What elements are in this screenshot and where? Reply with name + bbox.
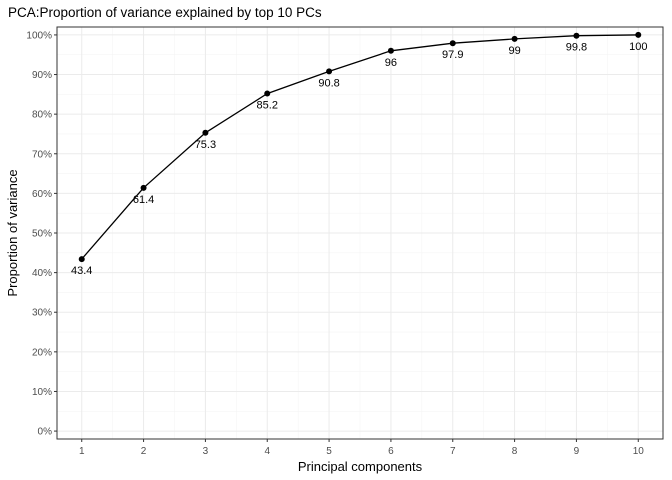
data-point <box>140 184 147 191</box>
data-point <box>511 35 518 42</box>
chart-title: PCA:Proportion of variance explained by … <box>8 5 322 20</box>
data-point <box>78 256 85 263</box>
data-point <box>449 40 456 47</box>
y-tick-label: 10% <box>32 387 52 398</box>
y-tick-label: 60% <box>32 189 52 200</box>
y-axis-title: Proportion of variance <box>5 169 20 296</box>
x-axis: 1 2 3 4 5 6 7 8 9 10 <box>79 439 644 457</box>
y-tick-label: 20% <box>32 347 52 358</box>
data-point <box>635 31 642 38</box>
data-point <box>573 32 580 39</box>
x-axis-title: Principal components <box>298 459 423 474</box>
data-point <box>326 68 333 75</box>
x-tick-label: 8 <box>512 446 518 457</box>
data-point <box>202 129 209 136</box>
series-line <box>81 34 639 260</box>
data-label: 85.2 <box>257 100 278 112</box>
y-tick-label: 80% <box>32 110 52 121</box>
data-label: 43.4 <box>71 265 92 277</box>
y-tick-label: 40% <box>32 268 52 279</box>
data-label: 90.8 <box>318 77 339 89</box>
x-tick-label: 7 <box>450 446 456 457</box>
x-tick-label: 6 <box>388 446 394 457</box>
x-tick-label: 5 <box>326 446 332 457</box>
data-label: 100 <box>629 41 647 53</box>
x-tick-label: 2 <box>141 446 147 457</box>
grid <box>57 27 663 439</box>
y-tick-label: 70% <box>32 149 52 160</box>
data-point <box>387 47 394 54</box>
data-label: 99.8 <box>566 42 587 54</box>
data-label: 75.3 <box>195 139 216 151</box>
y-tick-label: 90% <box>32 70 52 81</box>
x-tick-label: 9 <box>574 446 580 457</box>
y-tick-label: 30% <box>32 308 52 319</box>
x-tick-label: 10 <box>633 446 645 457</box>
x-tick-label: 3 <box>203 446 209 457</box>
y-tick-label: 0% <box>38 427 53 438</box>
x-tick-label: 1 <box>79 446 85 457</box>
y-tick-label: 50% <box>32 229 52 240</box>
y-axis: 0% 10% 20% 30% 40% 50% 60% 70% 80% 90% 100% <box>26 30 57 438</box>
x-tick-label: 4 <box>264 446 270 457</box>
data-points <box>78 31 642 263</box>
data-label: 97.9 <box>442 49 463 61</box>
data-label: 96 <box>385 57 397 69</box>
data-point <box>264 90 271 97</box>
data-label: 99 <box>508 45 520 57</box>
data-labels: 43.4 61.4 75.3 85.2 90.8 96 97.9 99 99.8 100 <box>71 41 647 277</box>
data-label: 61.4 <box>133 194 154 206</box>
y-tick-label: 100% <box>26 30 52 41</box>
